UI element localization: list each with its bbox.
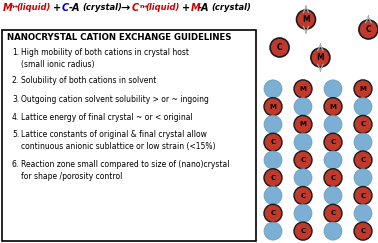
Text: C: C: [361, 228, 366, 234]
Text: C: C: [301, 192, 305, 199]
Circle shape: [294, 80, 312, 98]
Text: C: C: [277, 43, 282, 52]
Circle shape: [270, 38, 289, 57]
Circle shape: [264, 98, 282, 116]
Circle shape: [264, 169, 282, 187]
Text: C: C: [301, 228, 305, 234]
Text: 5.: 5.: [12, 130, 19, 139]
Text: (liquid): (liquid): [145, 3, 180, 12]
Text: Solubility of both cations in solvent: Solubility of both cations in solvent: [21, 76, 156, 85]
Circle shape: [354, 204, 372, 222]
Circle shape: [311, 48, 330, 67]
Circle shape: [294, 169, 312, 187]
Text: M: M: [359, 86, 366, 92]
Text: M: M: [3, 3, 13, 13]
Circle shape: [324, 98, 342, 116]
Circle shape: [354, 187, 372, 205]
Text: -A: -A: [69, 3, 81, 13]
Text: Lattice constants of original & final crystal allow
continuous anionic sublattic: Lattice constants of original & final cr…: [21, 130, 215, 151]
Circle shape: [294, 151, 312, 169]
Text: C: C: [270, 210, 276, 216]
Text: 6.: 6.: [12, 160, 19, 169]
Text: (liquid): (liquid): [16, 3, 50, 12]
Circle shape: [264, 187, 282, 205]
Text: +: +: [53, 3, 61, 13]
Text: M: M: [302, 15, 310, 24]
Circle shape: [324, 151, 342, 169]
Circle shape: [324, 80, 342, 98]
Circle shape: [264, 80, 282, 98]
Circle shape: [324, 133, 342, 151]
Text: 3.: 3.: [12, 95, 19, 104]
Text: (crystal): (crystal): [82, 3, 122, 12]
Circle shape: [264, 204, 282, 222]
Circle shape: [264, 151, 282, 169]
Text: C: C: [366, 25, 371, 34]
Circle shape: [354, 133, 372, 151]
Text: →: →: [120, 3, 129, 13]
Text: 1.: 1.: [12, 48, 19, 57]
Circle shape: [354, 98, 372, 116]
Text: C: C: [330, 210, 336, 216]
Circle shape: [354, 115, 372, 133]
Circle shape: [324, 169, 342, 187]
Circle shape: [354, 80, 372, 98]
Circle shape: [359, 20, 378, 39]
Text: C: C: [132, 3, 139, 13]
Circle shape: [264, 133, 282, 151]
Text: M: M: [330, 104, 336, 110]
FancyBboxPatch shape: [2, 30, 256, 241]
Text: NANOCRYSTAL CATION EXCHANGE GUIDELINES: NANOCRYSTAL CATION EXCHANGE GUIDELINES: [7, 33, 231, 42]
Circle shape: [294, 204, 312, 222]
Text: C: C: [361, 157, 366, 163]
Circle shape: [324, 222, 342, 240]
Circle shape: [296, 10, 316, 29]
Text: 2.: 2.: [12, 76, 19, 85]
Text: C: C: [361, 122, 366, 127]
Text: C: C: [62, 3, 69, 13]
Text: C: C: [361, 192, 366, 199]
Circle shape: [294, 222, 312, 240]
Circle shape: [324, 115, 342, 133]
Text: Reaction zone small compared to size of (nano)crystal
for shape /porosity contro: Reaction zone small compared to size of …: [21, 160, 229, 181]
Circle shape: [354, 151, 372, 169]
Text: Outgoing cation solvent solubility > or ~ ingoing: Outgoing cation solvent solubility > or …: [21, 95, 209, 104]
Circle shape: [354, 222, 372, 240]
Text: Lattice energy of final crystal ~ or < original: Lattice energy of final crystal ~ or < o…: [21, 113, 193, 122]
Text: -A: -A: [198, 3, 209, 13]
Text: M: M: [299, 122, 307, 127]
Text: C: C: [270, 139, 276, 145]
Text: M: M: [270, 104, 276, 110]
Circle shape: [294, 98, 312, 116]
Text: M: M: [191, 3, 201, 13]
Circle shape: [354, 169, 372, 187]
Text: (crystal): (crystal): [211, 3, 251, 12]
Text: n+: n+: [10, 4, 20, 9]
Circle shape: [294, 187, 312, 205]
Circle shape: [294, 133, 312, 151]
Text: n+: n+: [139, 4, 149, 9]
Circle shape: [324, 204, 342, 222]
Circle shape: [294, 115, 312, 133]
Text: C: C: [301, 157, 305, 163]
Text: 4.: 4.: [12, 113, 19, 122]
Text: C: C: [330, 139, 336, 145]
Circle shape: [324, 187, 342, 205]
Text: C: C: [330, 175, 336, 181]
Text: +: +: [182, 3, 190, 13]
Text: M: M: [299, 86, 307, 92]
Circle shape: [264, 115, 282, 133]
Circle shape: [264, 222, 282, 240]
Text: M: M: [316, 53, 324, 62]
Text: C: C: [270, 175, 276, 181]
Text: High mobility of both cations in crystal host
(small ionic radius): High mobility of both cations in crystal…: [21, 48, 189, 69]
